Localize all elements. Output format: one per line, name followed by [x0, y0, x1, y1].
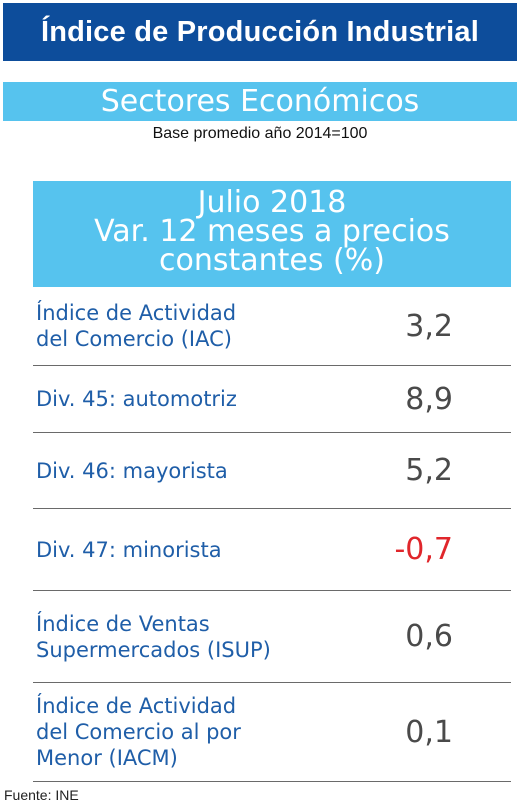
- row-value-negative: -0,7: [394, 532, 453, 567]
- section-subtitle: Sectores Económicos: [3, 82, 517, 121]
- table-row: Índice de Actividad del Comercio al por …: [33, 683, 511, 782]
- row-label-line: Índice de Actividad: [36, 694, 237, 718]
- row-value: 3,2: [405, 308, 453, 344]
- table-header-period: Julio 2018: [197, 185, 347, 220]
- row-label: Índice de Actividad del Comercio (IAC): [36, 287, 376, 365]
- row-label: Div. 46: mayorista: [36, 433, 376, 508]
- table-row: Div. 45: automotriz 8,9: [33, 366, 511, 433]
- row-label-line: del Comercio al por: [36, 720, 241, 744]
- row-label-line: Supermercados (ISUP): [36, 637, 271, 662]
- source-note: Fuente: INE: [4, 787, 79, 803]
- row-label: Índice de Actividad del Comercio al por …: [36, 683, 376, 781]
- page-title: Índice de Producción Industrial: [3, 3, 517, 61]
- table-row: Div. 46: mayorista 5,2: [33, 433, 511, 509]
- table-header-unit: constantes (%): [159, 243, 385, 278]
- row-value: 0,6: [405, 619, 453, 654]
- row-value: 8,9: [405, 381, 453, 417]
- row-label: Índice de Ventas Supermercados (ISUP): [36, 591, 376, 682]
- row-label: Div. 47: minorista: [36, 509, 376, 590]
- table-row: Div. 47: minorista -0,7: [33, 509, 511, 591]
- row-label: Div. 45: automotriz: [36, 366, 376, 432]
- row-label-line: Índice de Ventas: [36, 611, 210, 636]
- base-note: Base promedio año 2014=100: [152, 125, 368, 142]
- table-header-measure: Var. 12 meses a precios: [94, 214, 450, 249]
- row-label-line: Div. 45: automotriz: [36, 387, 237, 411]
- table-row: Índice de Ventas Supermercados (ISUP) 0,…: [33, 591, 511, 683]
- row-value: 0,1: [405, 714, 453, 750]
- row-label-line: Índice de Actividad: [36, 301, 237, 325]
- row-value: 5,2: [405, 453, 453, 488]
- table-row: Índice de Actividad del Comercio (IAC) 3…: [33, 287, 511, 366]
- row-label-line: del Comercio (IAC): [36, 327, 232, 351]
- row-label-line: Menor (IACM): [36, 746, 178, 770]
- row-label-line: Div. 46: mayorista: [36, 458, 228, 483]
- row-label-line: Div. 47: minorista: [36, 537, 222, 562]
- table-header: Julio 2018 Var. 12 meses a precios const…: [33, 181, 511, 287]
